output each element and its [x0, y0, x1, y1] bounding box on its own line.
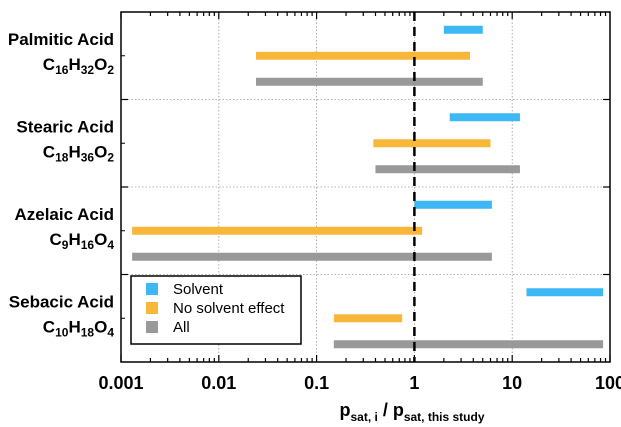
legend-swatch [146, 302, 158, 314]
x-tick-labels: 0.001 0.01 0.1 1 10 100 [98, 373, 621, 393]
x-tick-label: 1 [409, 373, 419, 393]
formula-subscript: 4 [107, 238, 114, 252]
bar-all [333, 340, 604, 349]
formula-element: O [94, 230, 107, 249]
formula-element: O [94, 317, 107, 336]
x-tick-label: 100 [595, 373, 621, 393]
formula-subscript: 10 [55, 325, 69, 339]
category-name: Azelaic Acid [14, 205, 114, 224]
bar-all [375, 165, 520, 174]
x-tick-label: 0.01 [201, 373, 236, 393]
formula-element: H [68, 317, 80, 336]
formula-element: O [94, 55, 107, 74]
axis-ticks [120, 12, 611, 362]
formula-element: H [68, 142, 80, 161]
axis-title-text: p [339, 400, 350, 420]
x-tick-label: 10 [502, 373, 522, 393]
formula-subscript: 32 [81, 63, 95, 77]
bar-no-solvent-effect [373, 139, 491, 148]
formula-subscript: 18 [81, 325, 95, 339]
formula-element: C [43, 142, 55, 161]
bars [132, 25, 604, 349]
x-tick-label: 0.001 [98, 373, 143, 393]
bar-solvent [526, 288, 604, 297]
legend-label: Solvent [173, 281, 224, 298]
bar-solvent [414, 200, 492, 209]
formula-element: O [94, 142, 107, 161]
formula-subscript: 16 [81, 238, 95, 252]
formula-element: C [43, 317, 55, 336]
category-name: Stearic Acid [16, 117, 114, 136]
category-name: Sebacic Acid [9, 292, 114, 311]
bar-no-solvent-effect [255, 51, 470, 60]
bar-all [132, 252, 492, 261]
formula-subscript: 36 [81, 150, 95, 164]
formula-subscript: 2 [107, 150, 114, 164]
formula-subscript: 16 [55, 63, 69, 77]
legend-box [130, 275, 302, 345]
formula-subscript: 9 [62, 238, 69, 252]
axis-title-subscript: sat, this study [404, 410, 485, 424]
legend-swatch [146, 283, 158, 295]
axis-title-subscript: sat, i [350, 410, 377, 424]
bar-no-solvent-effect [132, 226, 423, 235]
x-tick-label: 0.1 [304, 373, 329, 393]
legend-label: No solvent effect [173, 300, 285, 317]
legend-swatch [146, 321, 158, 333]
grid-lines [121, 12, 610, 362]
category-formula: C10H18O4 [43, 317, 115, 339]
bar-no-solvent-effect [333, 314, 403, 323]
category-formula: C18H36O2 [43, 142, 115, 164]
bar-solvent [443, 25, 483, 34]
formula-element: C [43, 55, 55, 74]
formula-subscript: 18 [55, 150, 69, 164]
bar-all [255, 77, 483, 86]
legend-label: All [173, 319, 190, 336]
formula-element: H [68, 230, 80, 249]
category-name: Palmitic Acid [8, 30, 114, 49]
formula-subscript: 4 [107, 325, 114, 339]
formula-subscript: 2 [107, 63, 114, 77]
axis-title-text: / p [378, 400, 404, 420]
category-formula: C16H32O2 [43, 55, 115, 77]
legend: Solvent No solvent effect All [130, 275, 302, 345]
x-axis-title: psat, i / psat, this study [339, 400, 484, 424]
formula-element: H [68, 55, 80, 74]
bar-solvent [449, 113, 520, 122]
formula-element: C [49, 230, 61, 249]
category-formula: C9H16O4 [49, 230, 114, 252]
